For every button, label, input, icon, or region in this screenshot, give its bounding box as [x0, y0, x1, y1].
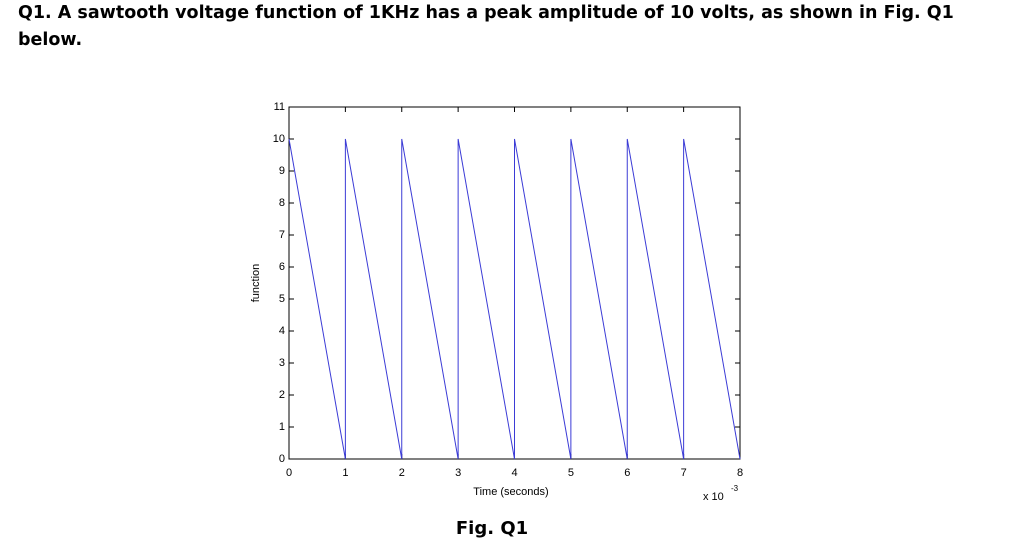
y-tick-label: 11	[274, 101, 285, 113]
x-tick-label: 5	[568, 467, 574, 479]
x-axis-label: Time (seconds)	[473, 486, 548, 498]
question-text: Q1. A sawtooth voltage function of 1KHz …	[18, 3, 954, 50]
x-tick-label: 4	[511, 467, 517, 479]
y-tick-label: 0	[279, 453, 285, 465]
y-tick-label: 10	[273, 133, 285, 145]
x-tick-label: 1	[342, 467, 348, 479]
y-tick-label: 7	[279, 229, 285, 241]
y-tick-label: 5	[279, 293, 285, 305]
x-tick-label: 3	[455, 467, 461, 479]
y-axis-label: function	[250, 264, 262, 303]
x-tick-label: 2	[399, 467, 405, 479]
x-tick-label: 6	[624, 467, 630, 479]
x-multiplier-exponent: -3	[731, 484, 739, 493]
y-tick-label: 1	[279, 421, 285, 433]
y-tick-label: 6	[279, 261, 285, 273]
y-tick-label: 9	[279, 165, 285, 177]
y-tick-label: 2	[279, 389, 285, 401]
x-tick-label: 0	[286, 467, 292, 479]
data-line	[288, 138, 741, 460]
y-tick-label: 3	[279, 357, 285, 369]
figure-caption: Fig. Q1	[456, 518, 528, 539]
x-multiplier: x 10	[703, 491, 724, 503]
y-tick-label: 8	[279, 197, 285, 209]
x-tick-label: 8	[737, 467, 743, 479]
y-tick-label: 4	[279, 325, 285, 337]
x-tick-label: 7	[681, 467, 687, 479]
